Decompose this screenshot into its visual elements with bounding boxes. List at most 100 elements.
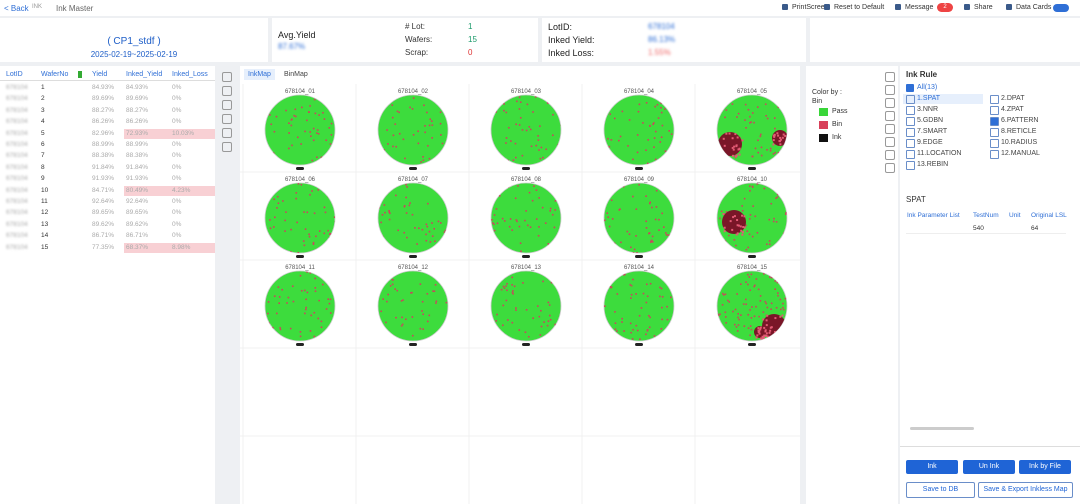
checkbox[interactable] bbox=[990, 150, 999, 159]
defect-die bbox=[632, 251, 635, 253]
rule-label[interactable]: 1.SPAT bbox=[917, 95, 941, 102]
scrollbar[interactable] bbox=[910, 427, 974, 430]
defect-die bbox=[759, 133, 762, 136]
checkbox[interactable] bbox=[990, 106, 999, 115]
action-icon[interactable] bbox=[964, 4, 970, 10]
all-label[interactable]: All(13) bbox=[917, 84, 938, 91]
defect-die bbox=[604, 219, 606, 222]
notch bbox=[748, 167, 756, 170]
defect-die bbox=[717, 282, 720, 285]
button[interactable]: Un Ink bbox=[963, 460, 1015, 474]
divider bbox=[906, 233, 1066, 234]
defect-die bbox=[428, 314, 431, 317]
tool-icon[interactable] bbox=[222, 100, 232, 110]
action[interactable]: PrintScreen bbox=[792, 4, 829, 11]
action[interactable]: Reset to Default bbox=[834, 4, 885, 11]
defect-die bbox=[501, 159, 504, 162]
action-icon[interactable] bbox=[824, 4, 830, 10]
rule-label[interactable]: 12.MANUAL bbox=[1001, 150, 1040, 157]
defect-die bbox=[604, 234, 606, 236]
defect-die bbox=[493, 214, 496, 216]
defect-die bbox=[511, 229, 513, 231]
action-icon[interactable] bbox=[1006, 4, 1012, 10]
checkbox[interactable] bbox=[990, 117, 999, 126]
rule-label[interactable]: 11.LOCATION bbox=[917, 150, 962, 157]
defect-die bbox=[623, 274, 625, 276]
rule-label[interactable]: 4.ZPAT bbox=[1001, 106, 1024, 113]
checkbox[interactable] bbox=[906, 95, 915, 104]
defect-die bbox=[308, 235, 311, 238]
defect-die bbox=[754, 147, 757, 150]
defect-die bbox=[301, 106, 303, 109]
defect-die bbox=[783, 328, 785, 330]
defect-die bbox=[505, 299, 508, 302]
button[interactable]: Save to DB bbox=[906, 482, 975, 498]
rule-label[interactable]: 5.GDBN bbox=[917, 117, 944, 124]
tool-icon[interactable] bbox=[885, 137, 895, 147]
rule-label[interactable]: 6.PATTERN bbox=[1001, 117, 1039, 124]
defect-die bbox=[503, 338, 505, 340]
button[interactable]: Ink by File bbox=[1019, 460, 1071, 474]
button[interactable]: Save & Export Inkless Map bbox=[978, 482, 1073, 498]
rule-label[interactable]: 2.DPAT bbox=[1001, 95, 1025, 102]
action-icon[interactable] bbox=[895, 4, 901, 10]
button[interactable]: Ink bbox=[906, 460, 958, 474]
checkbox[interactable] bbox=[990, 128, 999, 137]
defect-die bbox=[785, 327, 787, 329]
rule-label[interactable]: 13.REBIN bbox=[917, 161, 949, 168]
tool-icon[interactable] bbox=[885, 124, 895, 134]
defect-die bbox=[664, 108, 666, 110]
defect-die bbox=[383, 335, 386, 338]
back-link[interactable]: < Back bbox=[4, 4, 29, 13]
tool-icon[interactable] bbox=[222, 86, 232, 96]
toggle[interactable] bbox=[1053, 4, 1069, 12]
rule-label[interactable]: 10.RADIUS bbox=[1001, 139, 1038, 146]
defect-die bbox=[405, 196, 407, 199]
checkbox[interactable] bbox=[906, 117, 915, 126]
tab[interactable]: BinMap bbox=[284, 71, 308, 78]
defect-die bbox=[505, 142, 507, 144]
rule-label[interactable]: 8.RETICLE bbox=[1001, 128, 1037, 135]
tool-icon[interactable] bbox=[222, 142, 232, 152]
action[interactable]: Message bbox=[905, 4, 934, 11]
tab[interactable]: InkMap bbox=[244, 69, 275, 80]
wafer-map bbox=[264, 94, 336, 170]
tool-icon[interactable] bbox=[222, 128, 232, 138]
tool-icon[interactable] bbox=[885, 111, 895, 121]
checkbox[interactable] bbox=[906, 161, 915, 170]
checkbox[interactable] bbox=[990, 95, 999, 104]
bin-die bbox=[743, 215, 746, 218]
tool-icon[interactable] bbox=[885, 150, 895, 160]
defect-die bbox=[305, 298, 307, 301]
defect-die bbox=[559, 197, 561, 199]
defect-die bbox=[605, 198, 608, 201]
table-header: Inked_Yield bbox=[126, 71, 163, 78]
defect-die bbox=[295, 192, 298, 194]
tool-icon[interactable] bbox=[222, 72, 232, 82]
defect-die bbox=[391, 250, 393, 253]
defect-die bbox=[321, 283, 324, 286]
tool-icon[interactable] bbox=[222, 114, 232, 124]
checkbox[interactable] bbox=[906, 128, 915, 137]
tool-icon[interactable] bbox=[885, 72, 895, 82]
defect-die bbox=[323, 184, 325, 187]
defect-die bbox=[522, 282, 524, 284]
action[interactable]: Data Cards bbox=[1016, 4, 1052, 11]
action-icon[interactable] bbox=[782, 4, 788, 10]
action[interactable]: Share bbox=[974, 4, 993, 11]
rule-label[interactable]: 7.SMART bbox=[917, 128, 948, 135]
tool-icon[interactable] bbox=[885, 163, 895, 173]
rule-label[interactable]: 9.EDGE bbox=[917, 139, 943, 146]
checkbox[interactable] bbox=[906, 139, 915, 148]
table-cell: 10 bbox=[41, 186, 49, 194]
checkbox[interactable] bbox=[906, 150, 915, 159]
rule-label[interactable]: 3.NNR bbox=[917, 106, 939, 113]
defect-die bbox=[549, 314, 551, 317]
tool-icon[interactable] bbox=[885, 98, 895, 108]
tool-icon[interactable] bbox=[885, 85, 895, 95]
defect-die bbox=[749, 214, 752, 216]
checkbox[interactable] bbox=[906, 106, 915, 115]
param-header: Original LSL bbox=[1031, 212, 1067, 219]
checkbox[interactable] bbox=[990, 139, 999, 148]
all-checkbox[interactable] bbox=[906, 84, 914, 92]
